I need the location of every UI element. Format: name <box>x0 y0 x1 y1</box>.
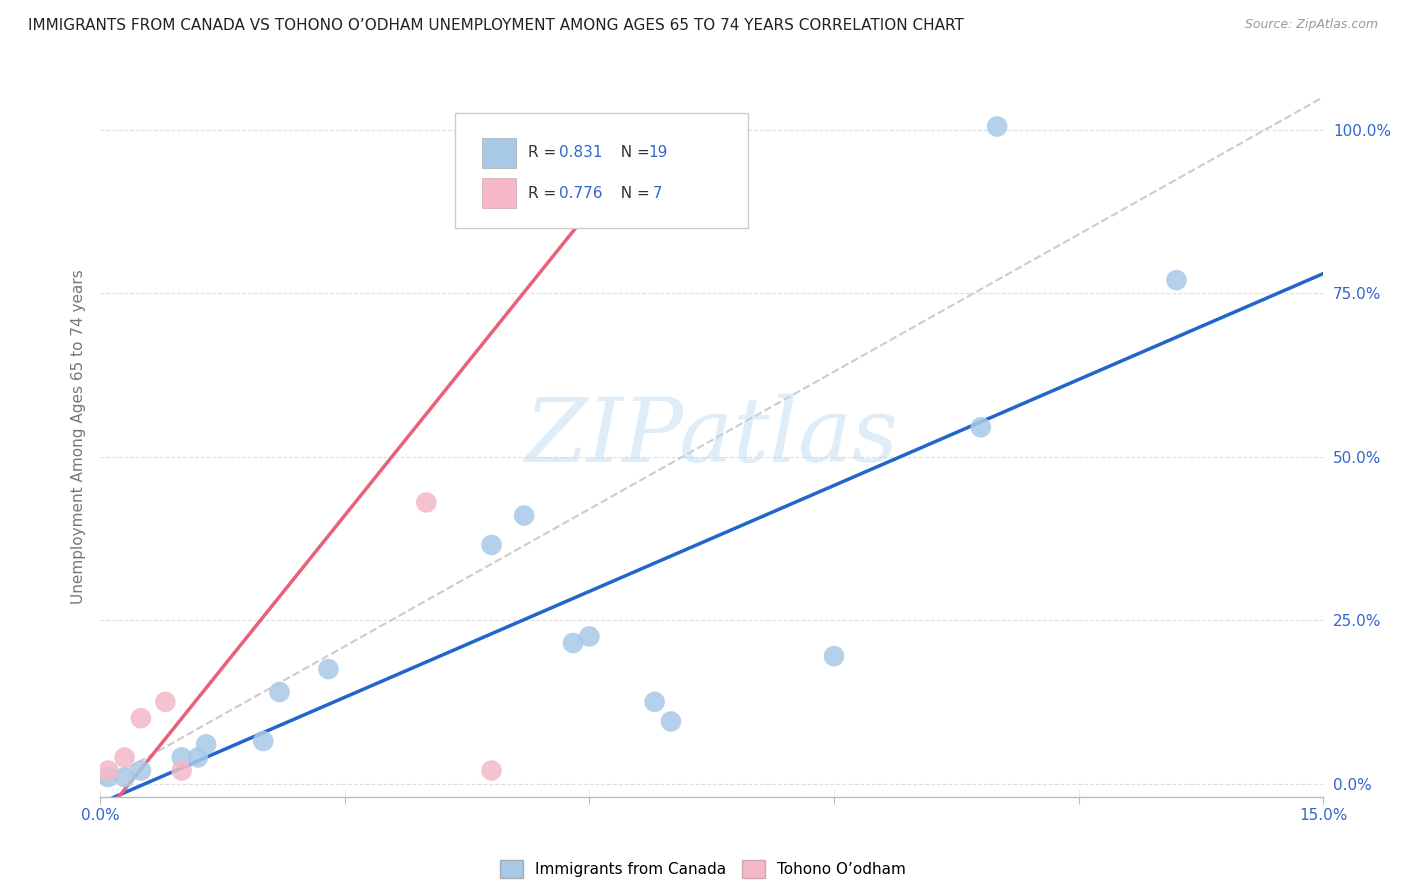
Text: 19: 19 <box>648 145 668 161</box>
Point <box>195 737 218 751</box>
Point <box>252 734 274 748</box>
Point <box>415 495 437 509</box>
Point <box>155 695 177 709</box>
Text: IMMIGRANTS FROM CANADA VS TOHONO O’ODHAM UNEMPLOYMENT AMONG AGES 65 TO 74 YEARS : IMMIGRANTS FROM CANADA VS TOHONO O’ODHAM… <box>28 18 965 33</box>
Point <box>129 711 152 725</box>
Point <box>187 750 209 764</box>
Text: Source: ZipAtlas.com: Source: ZipAtlas.com <box>1244 18 1378 31</box>
Point <box>578 630 600 644</box>
Point <box>114 750 136 764</box>
Text: R =: R = <box>529 186 561 201</box>
Point <box>114 770 136 784</box>
Point <box>481 538 503 552</box>
Point <box>129 764 152 778</box>
Point <box>170 750 193 764</box>
Point <box>823 649 845 664</box>
Point <box>481 764 503 778</box>
Point <box>644 695 666 709</box>
Point <box>318 662 340 676</box>
FancyBboxPatch shape <box>456 113 748 228</box>
Point <box>1166 273 1188 287</box>
Point <box>170 764 193 778</box>
Point <box>659 714 682 729</box>
FancyBboxPatch shape <box>482 138 516 168</box>
Text: R =: R = <box>529 145 561 161</box>
Point <box>562 636 585 650</box>
Text: ZIPatlas: ZIPatlas <box>524 393 898 481</box>
FancyBboxPatch shape <box>482 178 516 209</box>
Point <box>986 120 1008 134</box>
Point <box>97 770 120 784</box>
Point <box>97 764 120 778</box>
Text: 0.831: 0.831 <box>558 145 602 161</box>
Legend: Immigrants from Canada, Tohono O’odham: Immigrants from Canada, Tohono O’odham <box>494 854 912 884</box>
Y-axis label: Unemployment Among Ages 65 to 74 years: Unemployment Among Ages 65 to 74 years <box>72 269 86 605</box>
Text: 7: 7 <box>648 186 662 201</box>
Text: N =: N = <box>612 186 655 201</box>
Point <box>970 420 993 434</box>
Point <box>269 685 291 699</box>
Text: 0.776: 0.776 <box>558 186 602 201</box>
Point <box>513 508 536 523</box>
Text: N =: N = <box>612 145 655 161</box>
